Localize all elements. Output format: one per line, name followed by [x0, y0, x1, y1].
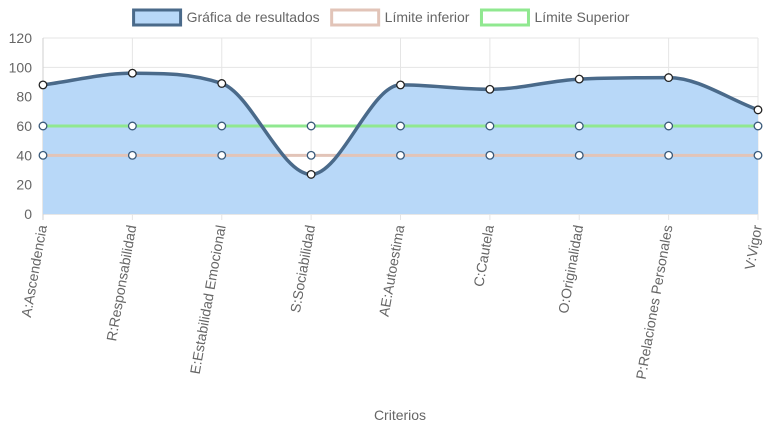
data-point[interactable] — [217, 150, 227, 160]
data-point[interactable] — [485, 84, 495, 94]
y-tick-label: 40 — [16, 147, 32, 163]
series-layer — [42, 71, 759, 214]
legend-swatch — [479, 8, 530, 27]
data-point[interactable] — [664, 150, 674, 160]
legend-label: Límite Superior — [534, 9, 629, 25]
legend-swatch — [330, 8, 381, 27]
y-axis-ticks: 0 20 40 60 80 100 120 — [9, 30, 33, 222]
data-point[interactable] — [574, 150, 584, 160]
data-point[interactable] — [753, 105, 763, 115]
data-point[interactable] — [38, 150, 48, 160]
data-point[interactable] — [306, 150, 316, 160]
y-tick-label: 80 — [16, 89, 32, 105]
data-point[interactable] — [664, 73, 674, 83]
x-tick-label: V:Vigor — [741, 223, 763, 271]
x-tick-label: P:Relaciones Personales — [633, 224, 676, 381]
data-point[interactable] — [217, 79, 227, 88]
x-axis-ticks: A:Ascendencia R:Responsabilidad E:Estabili… — [18, 223, 763, 380]
data-point[interactable] — [38, 121, 48, 131]
y-tick-label: 0 — [24, 206, 32, 222]
x-tick-label: C:Cautela — [470, 224, 497, 288]
x-tick-label: S:Sociabilidad — [287, 224, 318, 314]
data-point[interactable] — [396, 150, 405, 160]
x-tick-label: R:Responsabilidad — [103, 224, 139, 343]
y-tick-label: 20 — [16, 177, 32, 193]
legend-item[interactable]: Gráfica de resultados — [132, 8, 320, 27]
series-area-resultados — [43, 73, 758, 214]
legend-label: Gráfica de resultados — [187, 9, 320, 25]
x-tick-label: E:Estabilidad Emocional — [187, 224, 229, 375]
data-point[interactable] — [753, 150, 763, 160]
data-point[interactable] — [664, 121, 674, 131]
legend: Gráfica de resultados Límite inferior Lími… — [132, 8, 630, 27]
data-point[interactable] — [306, 121, 316, 131]
x-tick-label: O:Originalidad — [555, 224, 586, 315]
data-point[interactable] — [396, 80, 405, 90]
x-tick-label: AE:Autoestima — [376, 224, 408, 318]
points-layer — [38, 68, 763, 179]
legend-item[interactable]: Límite Superior — [479, 8, 630, 27]
y-tick-label: 120 — [9, 30, 33, 46]
data-point[interactable] — [38, 80, 48, 90]
data-point[interactable] — [396, 121, 405, 131]
data-point[interactable] — [127, 121, 137, 131]
data-point[interactable] — [306, 169, 316, 179]
data-point[interactable] — [574, 121, 584, 131]
data-point[interactable] — [574, 74, 584, 84]
data-point[interactable] — [485, 150, 495, 160]
x-tick-label: A:Ascendencia — [18, 224, 50, 319]
series-line-resultados — [42, 71, 759, 177]
y-tick-label: 100 — [9, 59, 33, 75]
data-point[interactable] — [127, 68, 137, 78]
data-point[interactable] — [485, 121, 495, 131]
data-point[interactable] — [753, 121, 763, 131]
legend-item[interactable]: Límite inferior — [330, 8, 470, 27]
y-tick-label: 60 — [16, 118, 32, 134]
x-axis-title: Criterios — [374, 407, 426, 423]
legend-swatch — [132, 8, 183, 27]
data-point[interactable] — [217, 121, 227, 131]
data-point[interactable] — [127, 150, 137, 160]
legend-label: Límite inferior — [385, 9, 470, 25]
